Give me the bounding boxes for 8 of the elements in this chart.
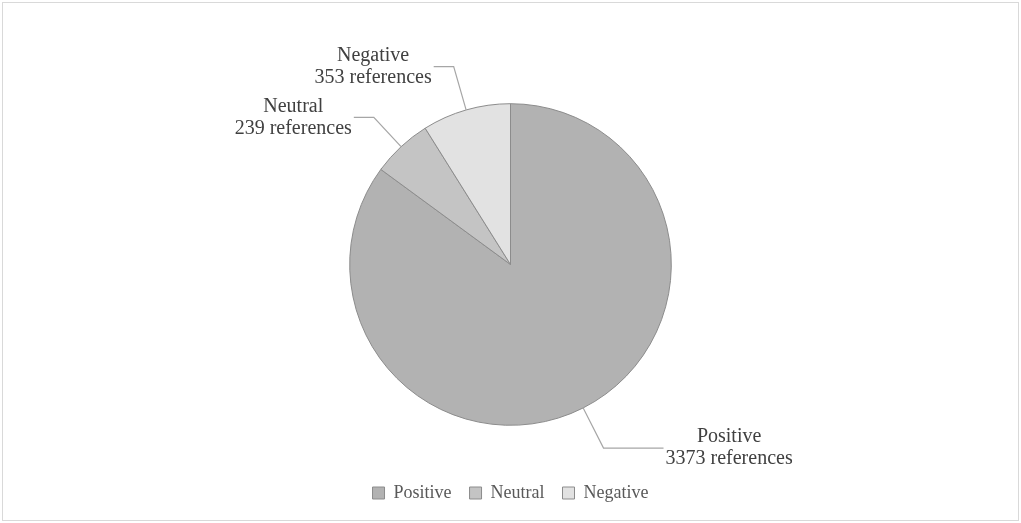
legend-label: Positive	[393, 481, 452, 502]
data-label: 3373 references	[665, 446, 793, 469]
slice-label: Positive	[696, 424, 762, 447]
slice-label: Negative	[337, 42, 410, 66]
data-label: 239 references	[234, 115, 353, 138]
legend-label: Neutral	[490, 481, 545, 502]
slice-label: Neutral	[263, 93, 324, 116]
legend-label: Negative	[583, 481, 649, 502]
